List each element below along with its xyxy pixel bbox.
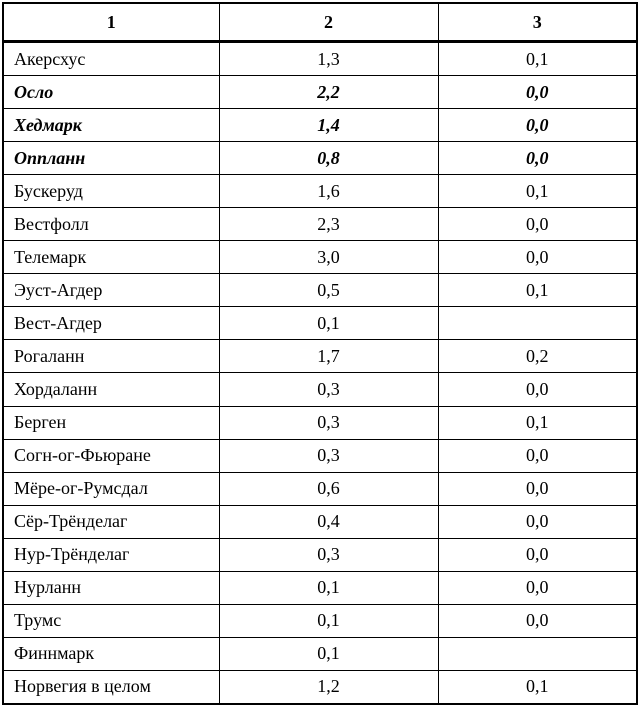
col2-value-cell: 1,2 — [218, 669, 439, 705]
table-row: Хедмарк 1,4 0,0 — [2, 108, 638, 143]
col2-value-cell: 0,1 — [218, 570, 439, 605]
col3-value-cell — [437, 636, 638, 671]
table-row: Трумс 0,1 0,0 — [2, 603, 638, 638]
col2-value-cell: 1,3 — [218, 40, 439, 77]
table-row: Осло 2,2 0,0 — [2, 75, 638, 110]
table-body: Акерсхус 1,3 0,1 Осло 2,2 0,0 Хедмарк 1,4 0,0 Опп… — [2, 40, 638, 705]
col3-value-cell: 0,0 — [437, 108, 638, 143]
col2-value-cell: 0,8 — [218, 141, 439, 176]
col2-value-cell: 0,4 — [218, 504, 439, 539]
region-name-cell: Трумс — [2, 603, 220, 638]
col2-value-cell: 0,3 — [218, 537, 439, 572]
col2-value-cell: 1,6 — [218, 174, 439, 209]
table-row: Хордаланн 0,3 0,0 — [2, 372, 638, 407]
col2-value-cell: 0,1 — [218, 636, 439, 671]
col2-value-cell: 0,5 — [218, 273, 439, 308]
region-name-cell: Оппланн — [2, 141, 220, 176]
col3-value-cell: 0,0 — [437, 75, 638, 110]
region-name-cell: Осло — [2, 75, 220, 110]
col3-value-cell: 0,1 — [437, 174, 638, 209]
table-row: Нур-Трёнделаг 0,3 0,0 — [2, 537, 638, 572]
table-row: Вестфолл 2,3 0,0 — [2, 207, 638, 242]
col2-value-cell: 2,2 — [218, 75, 439, 110]
col3-value-cell: 0,1 — [437, 405, 638, 440]
col3-value-cell: 0,0 — [437, 141, 638, 176]
table-row: Вест-Агдер 0,1 — [2, 306, 638, 341]
col3-value-cell: 0,1 — [437, 669, 638, 705]
table-row: Берген 0,3 0,1 — [2, 405, 638, 440]
col2-value-cell: 0,3 — [218, 372, 439, 407]
region-name-cell: Берген — [2, 405, 220, 440]
col3-value-cell: 0,1 — [437, 273, 638, 308]
col3-value-cell: 0,0 — [437, 438, 638, 473]
table-row: Акерсхус 1,3 0,1 — [2, 40, 638, 77]
region-name-cell: Вестфолл — [2, 207, 220, 242]
region-name-cell: Мёре-ог-Румсдал — [2, 471, 220, 506]
table-row: Телемарк 3,0 0,0 — [2, 240, 638, 275]
table-row: Сёр-Трёнделаг 0,4 0,0 — [2, 504, 638, 539]
col3-value-cell: 0,0 — [437, 372, 638, 407]
region-name-cell: Финнмарк — [2, 636, 220, 671]
table-row: Норвегия в целом 1,2 0,1 — [2, 669, 638, 705]
col3-value-cell: 0,0 — [437, 207, 638, 242]
table-row: Оппланн 0,8 0,0 — [2, 141, 638, 176]
header-row: 1 2 3 — [2, 2, 638, 43]
col3-value-cell: 0,0 — [437, 240, 638, 275]
region-name-cell: Эуст-Агдер — [2, 273, 220, 308]
table-row: Финнмарк 0,1 — [2, 636, 638, 671]
col2-value-cell: 0,1 — [218, 306, 439, 341]
col2-value-cell: 1,4 — [218, 108, 439, 143]
region-name-cell: Рогаланн — [2, 339, 220, 374]
table-row: Бускеруд 1,6 0,1 — [2, 174, 638, 209]
col3-value-cell: 0,0 — [437, 471, 638, 506]
region-name-cell: Вест-Агдер — [2, 306, 220, 341]
table-row: Согн-ог-Фьюране 0,3 0,0 — [2, 438, 638, 473]
col2-value-cell: 0,3 — [218, 438, 439, 473]
region-name-cell: Согн-ог-Фьюране — [2, 438, 220, 473]
col2-value-cell: 3,0 — [218, 240, 439, 275]
col3-value-cell: 0,0 — [437, 504, 638, 539]
col2-value-cell: 0,6 — [218, 471, 439, 506]
region-name-cell: Телемарк — [2, 240, 220, 275]
region-name-cell: Нур-Трёнделаг — [2, 537, 220, 572]
region-name-cell: Сёр-Трёнделаг — [2, 504, 220, 539]
col2-value-cell: 0,3 — [218, 405, 439, 440]
table-row: Эуст-Агдер 0,5 0,1 — [2, 273, 638, 308]
col3-value-cell: 0,2 — [437, 339, 638, 374]
table-row: Мёре-ог-Румсдал 0,6 0,0 — [2, 471, 638, 506]
col3-value-cell: 0,0 — [437, 537, 638, 572]
col3-value-cell: 0,1 — [437, 40, 638, 77]
col2-value-cell: 2,3 — [218, 207, 439, 242]
col2-value-cell: 0,1 — [218, 603, 439, 638]
col3-value-cell — [437, 306, 638, 341]
col3-value-cell: 0,0 — [437, 603, 638, 638]
table-row: Рогаланн 1,7 0,2 — [2, 339, 638, 374]
region-name-cell: Хедмарк — [2, 108, 220, 143]
col2-value-cell: 1,7 — [218, 339, 439, 374]
region-name-cell: Акерсхус — [2, 40, 220, 77]
region-name-cell: Бускеруд — [2, 174, 220, 209]
region-name-cell: Хордаланн — [2, 372, 220, 407]
table-header: 1 2 3 — [2, 2, 638, 43]
header-col-1: 1 — [2, 2, 220, 43]
table-row: Нурланн 0,1 0,0 — [2, 570, 638, 605]
header-col-2: 2 — [218, 2, 439, 43]
header-col-3: 3 — [437, 2, 638, 43]
region-name-cell: Нурланн — [2, 570, 220, 605]
region-name-cell: Норвегия в целом — [2, 669, 220, 705]
col3-value-cell: 0,0 — [437, 570, 638, 605]
